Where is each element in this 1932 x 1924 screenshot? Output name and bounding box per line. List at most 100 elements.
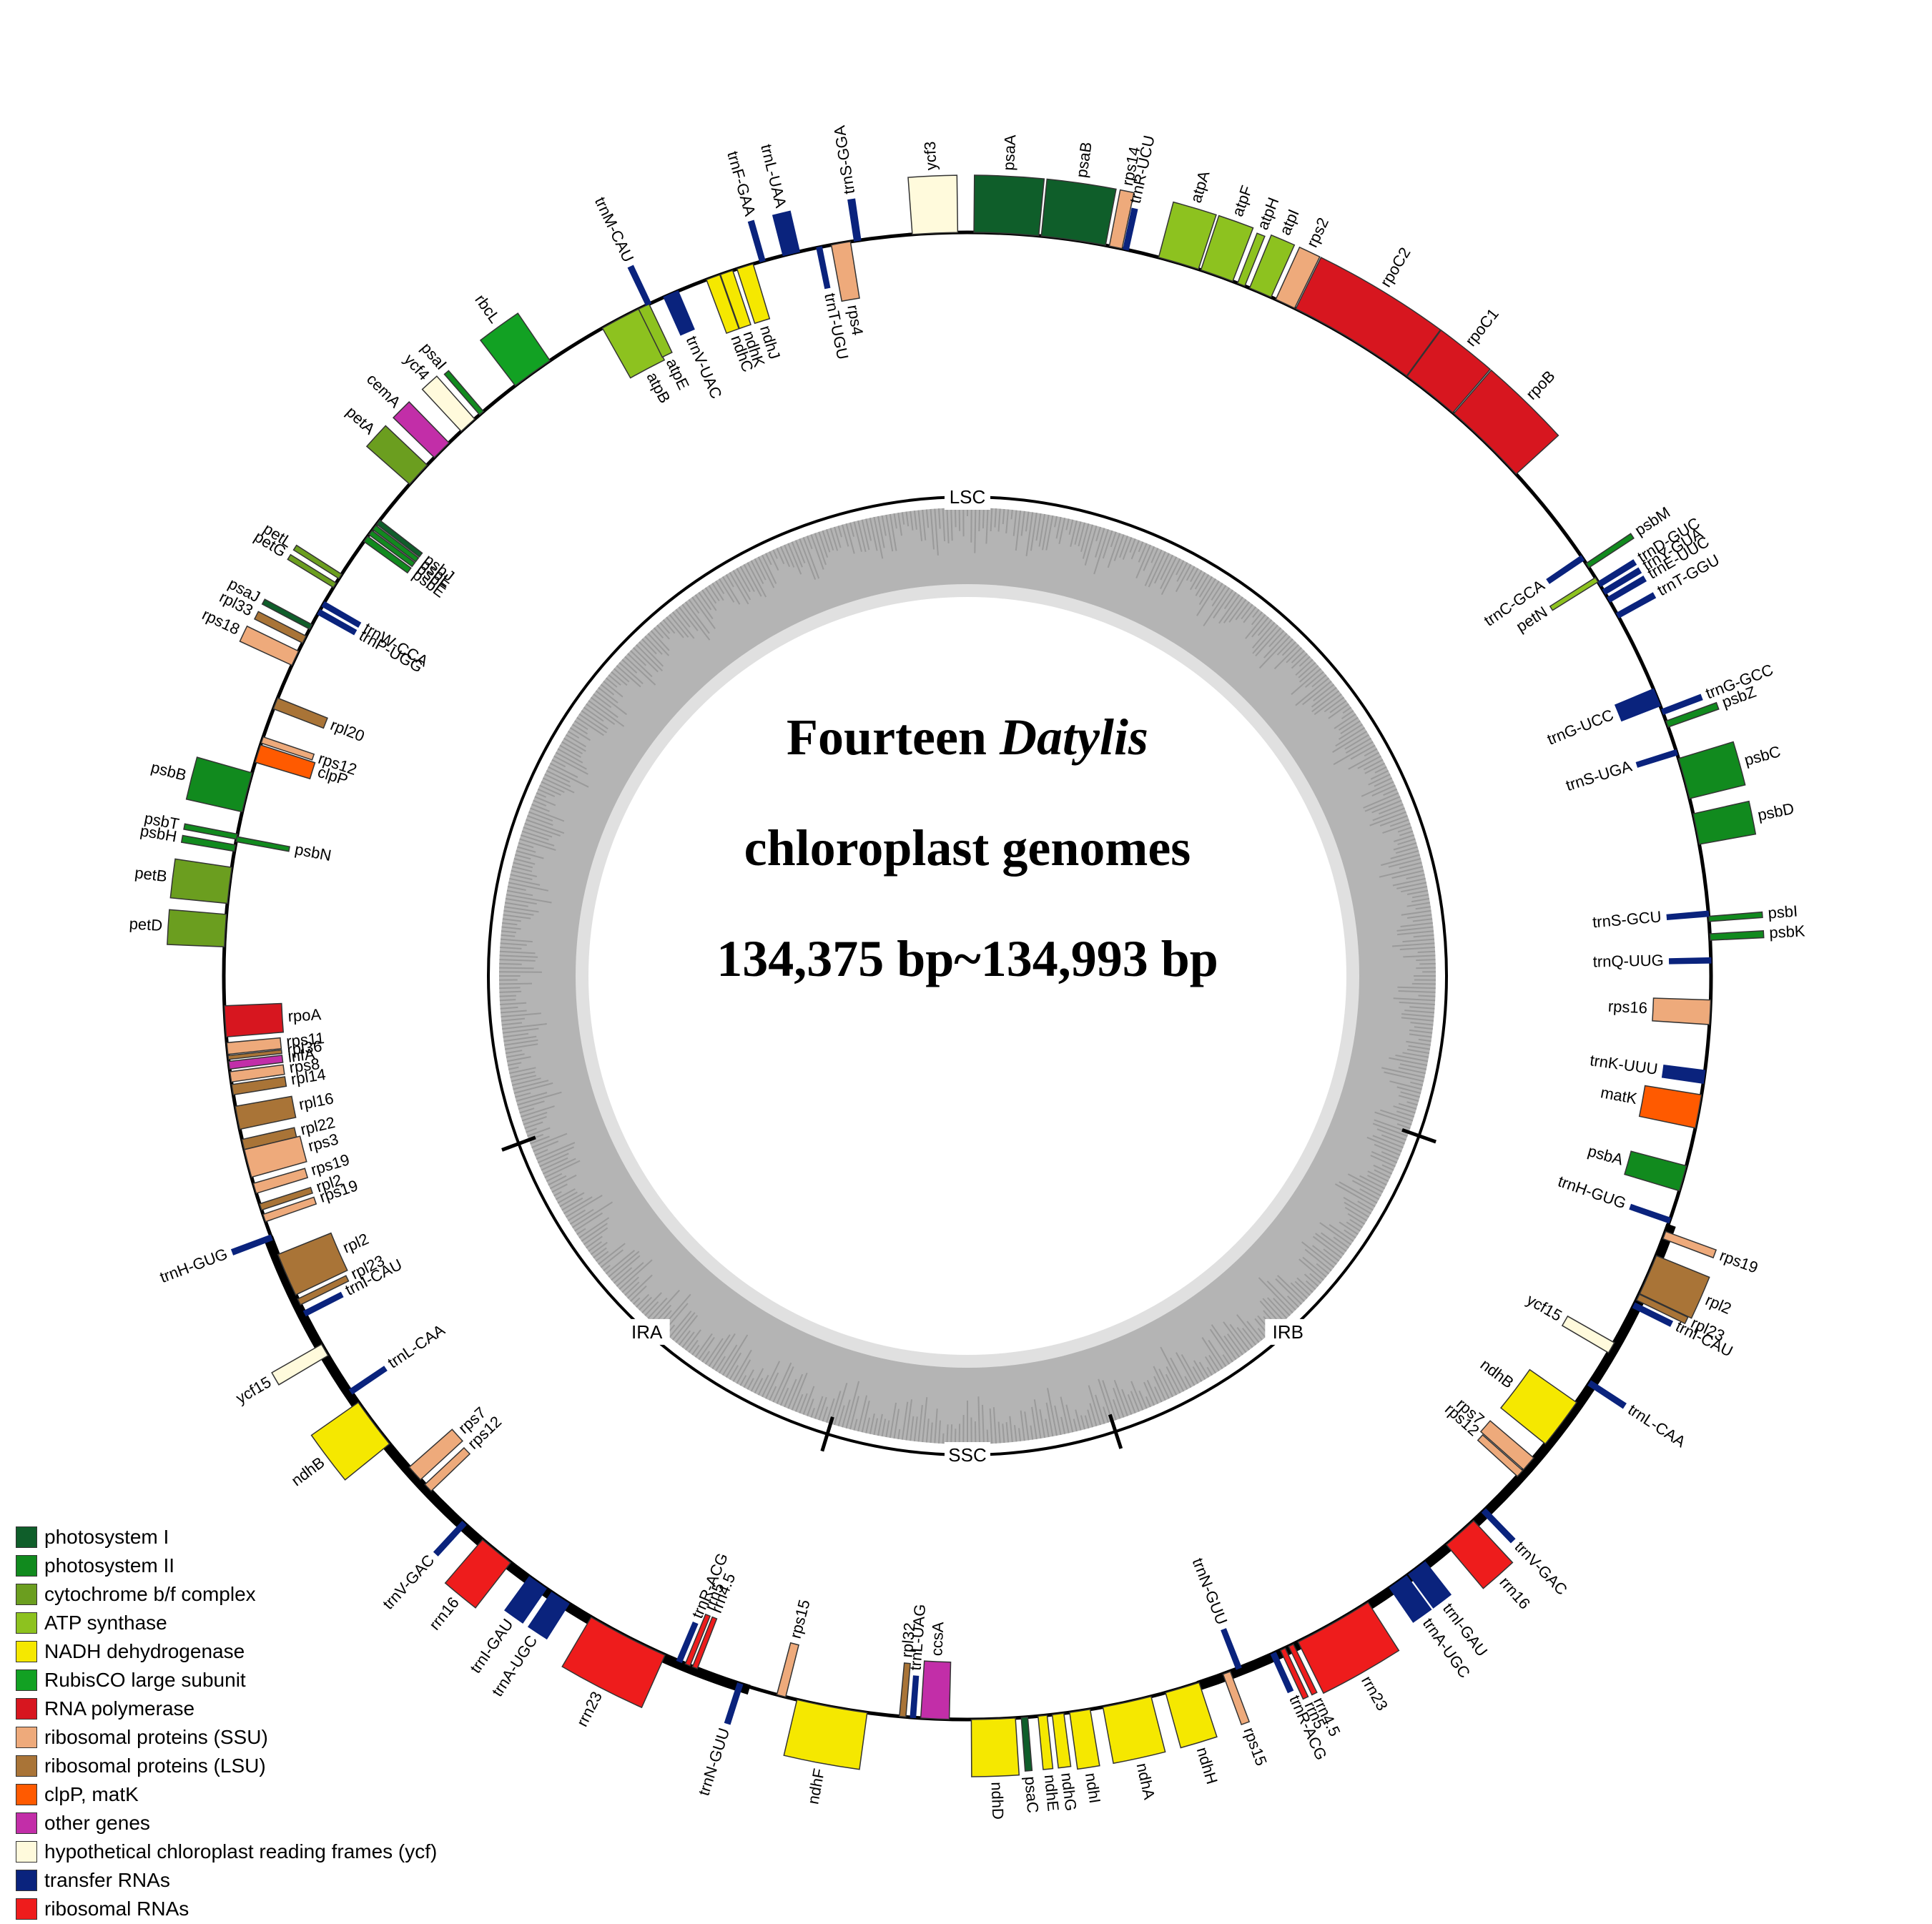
gene-trnn-guu: trnN-GUU (695, 1682, 744, 1797)
svg-text:trnH-GUG: trnH-GUG (1556, 1172, 1629, 1212)
gene-petg: petG (251, 528, 337, 588)
svg-text:IRB: IRB (1273, 1321, 1303, 1343)
legend-swatch (16, 1898, 37, 1920)
svg-text:trnL-UAA: trnL-UAA (757, 142, 790, 209)
svg-text:IRA: IRA (631, 1321, 663, 1343)
svg-text:rps8: rps8 (288, 1055, 321, 1077)
region-label-ssc: SSC (945, 1442, 990, 1468)
region-label-ira: IRA (624, 1318, 670, 1345)
svg-text:rpl32: rpl32 (897, 1622, 918, 1658)
svg-text:matK: matK (1600, 1083, 1639, 1107)
legend-label: RNA polymerase (44, 1697, 195, 1720)
backbone-circle (222, 230, 1713, 1722)
gene-trng-gcc: trnG-GCC (1660, 661, 1775, 716)
legend-item-ssu: ribosomal proteins (SSU) (16, 1723, 437, 1752)
region-boundary-tick (501, 1135, 536, 1152)
svg-text:ycf15: ycf15 (1524, 1291, 1565, 1325)
region-boundary-tick (1108, 1414, 1123, 1449)
svg-text:SSC: SSC (948, 1444, 986, 1466)
legend-label: transfer RNAs (44, 1869, 170, 1891)
region-label-lsc: LSC (945, 484, 990, 510)
gene-trnl-uaa: trnL-UAA (757, 142, 801, 257)
gene-psbd: psbD (1692, 799, 1795, 845)
gene-trnw-cca: trnW-CCA (321, 601, 431, 670)
svg-text:psbI: psbI (1768, 902, 1798, 922)
legend-item-ps2: photosystem II (16, 1551, 437, 1580)
svg-text:ccsA: ccsA (927, 1622, 947, 1657)
gene-rpoc2: rpoC2 (1295, 245, 1441, 377)
legend-item-ycf: hypothetical chloroplast reading frames … (16, 1837, 437, 1866)
gene-rps15: rps15 (1222, 1670, 1271, 1768)
gene-rbcl: rbcL (471, 291, 551, 387)
legend-swatch (16, 1555, 37, 1577)
legend-item-ps1: photosystem I (16, 1523, 437, 1551)
legend-swatch (16, 1612, 37, 1634)
gene-ycf15: ycf15 (1524, 1291, 1615, 1354)
svg-text:trnK-UUU: trnK-UUU (1589, 1051, 1659, 1078)
gene-rpl23: rpl23 (1635, 1293, 1728, 1345)
svg-text:LSC: LSC (950, 486, 986, 508)
gene-trnk-uuu: trnK-UUU (1589, 1051, 1706, 1084)
gene-rps8: rps8 (229, 1055, 321, 1083)
center-title-line1: Fourteen Datylis (787, 709, 1148, 766)
gene-petb: petB (134, 858, 233, 904)
legend-item-cyt: cytochrome b/f complex (16, 1580, 437, 1609)
svg-text:psbD: psbD (1756, 799, 1795, 824)
gene-matk: matK (1600, 1083, 1702, 1129)
gene-trng-ucc: trnG-UCC (1544, 688, 1661, 749)
svg-text:psbN: psbN (293, 840, 332, 864)
svg-text:trnT-UGU: trnT-UGU (821, 292, 852, 361)
legend-label: other genes (44, 1812, 150, 1834)
svg-text:petD: petD (129, 914, 163, 934)
gene-psab: psaB (1040, 141, 1117, 246)
gene-trnf-gaa: trnF-GAA (724, 149, 766, 263)
svg-text:rpl36: rpl36 (286, 1037, 322, 1059)
legend-label: photosystem I (44, 1526, 169, 1548)
gene-ndhh: ndhH (1165, 1682, 1221, 1786)
center-title-line2: chloroplast genomes (744, 819, 1191, 877)
svg-text:rpoB: rpoB (1522, 367, 1558, 403)
center-title-line3: 134,375 bp~134,993 bp (716, 930, 1218, 987)
legend-item-clp: clpP, matK (16, 1780, 437, 1809)
svg-text:atpA: atpA (1187, 169, 1213, 205)
gene-trnl-caa: trnL-CAA (1587, 1380, 1689, 1451)
legend-label: RubisCO large subunit (44, 1669, 246, 1691)
svg-text:trnQ-UUG: trnQ-UUG (1593, 951, 1665, 970)
svg-text:atpI: atpI (1276, 207, 1302, 238)
legend-label: ribosomal proteins (SSU) (44, 1726, 268, 1748)
gene-psbk: psbK (1709, 922, 1806, 942)
legend-label: NADH dehydrogenase (44, 1640, 245, 1662)
legend-item-ndh: NADH dehydrogenase (16, 1637, 437, 1666)
svg-text:ndhE: ndhE (1041, 1774, 1063, 1812)
gene-rrn16: rrn16 (1445, 1519, 1534, 1612)
gene-ndhd: ndhD (970, 1717, 1020, 1820)
svg-text:trnS-GCU: trnS-GCU (1592, 907, 1662, 931)
gene-trnq-uug: trnQ-UUG (1593, 951, 1712, 970)
svg-text:ndhA: ndhA (1133, 1762, 1159, 1802)
svg-text:rpoC1: rpoC1 (1462, 305, 1502, 349)
svg-text:ndhF: ndhF (804, 1767, 828, 1806)
legend-swatch (16, 1727, 37, 1748)
legend-item-lsu: ribosomal proteins (LSU) (16, 1752, 437, 1780)
svg-text:rrn16: rrn16 (1496, 1573, 1534, 1612)
center-disc (588, 597, 1346, 1355)
gene-trns-uga: trnS-UGA (1564, 749, 1678, 794)
gene-psac: psaC (1020, 1716, 1042, 1814)
svg-text:psaA: psaA (1000, 134, 1020, 171)
svg-text:ndhD: ndhD (988, 1782, 1007, 1820)
legend-item-rrn: ribosomal RNAs (16, 1895, 437, 1923)
svg-text:trnN-GUU: trnN-GUU (1189, 1556, 1231, 1627)
legend-item-oth: other genes (16, 1809, 437, 1837)
svg-text:trnL-CAA: trnL-CAA (385, 1321, 448, 1371)
legend-swatch (16, 1784, 37, 1805)
gene-rpl32: rpl32 (897, 1622, 919, 1718)
svg-text:psbK: psbK (1769, 922, 1806, 942)
legend-swatch (16, 1812, 37, 1834)
svg-text:rrn23: rrn23 (573, 1689, 606, 1730)
gene-ndhj: ndhJ (736, 263, 784, 361)
gene-psbc: psbC (1677, 741, 1783, 799)
region-labels: LSC IRA SSC IRB (624, 484, 1311, 1468)
svg-text:psaC: psaC (1021, 1776, 1042, 1814)
legend-swatch (16, 1870, 37, 1891)
legend: photosystem I photosystem II cytochrome b/… (16, 1523, 437, 1923)
